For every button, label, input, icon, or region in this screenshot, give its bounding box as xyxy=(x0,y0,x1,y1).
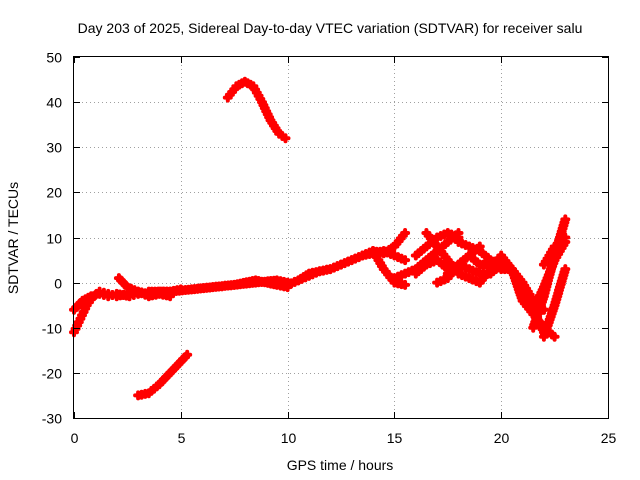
chart-title: Day 203 of 2025, Sidereal Day-to-day VTE… xyxy=(78,20,583,36)
y-axis-label: SDTVAR / TECUs xyxy=(5,182,21,294)
y-tick-label: -20 xyxy=(42,366,62,382)
x-tick-label: 10 xyxy=(281,430,297,446)
x-tick-label: 25 xyxy=(601,430,617,446)
x-axis-label: GPS time / hours xyxy=(287,457,394,473)
data-series xyxy=(69,76,571,401)
x-tick-label: 0 xyxy=(71,430,79,446)
series-arc-7 xyxy=(222,76,291,144)
y-tick-label: 40 xyxy=(46,95,62,111)
axis-ticks: 0 5 10 15 20 25 -30 -20 -10 0 10 20 30 40 50 xyxy=(42,50,617,447)
grid xyxy=(74,57,608,418)
x-tick-label: 15 xyxy=(387,430,403,446)
y-tick-label: 30 xyxy=(46,140,62,156)
series-arc-24 xyxy=(538,264,571,342)
y-tick-label: 0 xyxy=(54,276,62,292)
series-arc-23 xyxy=(538,232,571,270)
x-tick-label: 5 xyxy=(178,430,186,446)
x-tick-label: 20 xyxy=(494,430,510,446)
series-arc-2 xyxy=(69,288,144,315)
y-tick-label: 20 xyxy=(46,185,62,201)
y-tick-label: -30 xyxy=(42,411,62,427)
y-tick-label: 50 xyxy=(46,50,62,66)
series-arc-13 xyxy=(410,255,453,279)
y-tick-label: -10 xyxy=(42,321,62,337)
plot-frame xyxy=(73,56,609,419)
y-tick-label: 10 xyxy=(46,231,62,247)
series-arc-4 xyxy=(133,349,193,401)
